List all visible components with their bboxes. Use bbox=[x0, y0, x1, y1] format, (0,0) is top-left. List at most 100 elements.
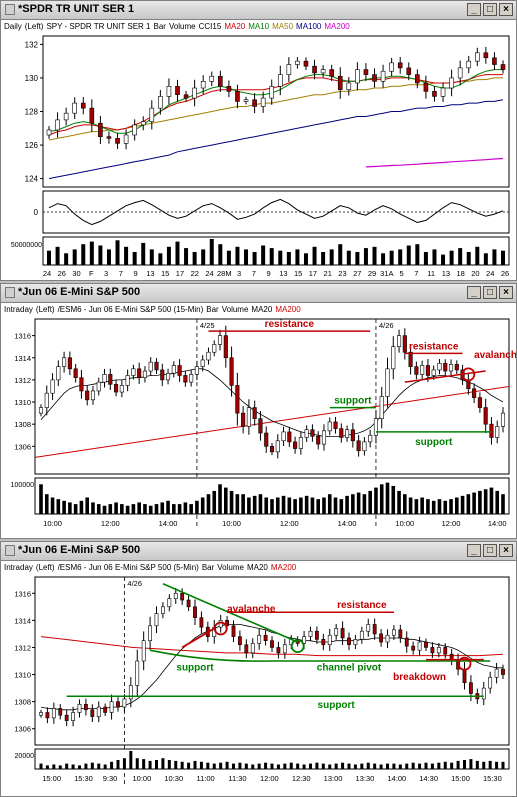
volume-bar bbox=[345, 495, 349, 514]
volume-bar bbox=[424, 762, 428, 769]
candle-body bbox=[50, 379, 55, 394]
volume-bar bbox=[244, 249, 249, 265]
minimize-icon[interactable]: _ bbox=[467, 3, 481, 16]
candle-body bbox=[423, 82, 429, 92]
candle-body bbox=[183, 375, 188, 383]
x-tick-label: 30 bbox=[72, 269, 80, 278]
legend-item: MA20 bbox=[224, 22, 246, 31]
candle-body bbox=[244, 644, 249, 654]
volume-bar bbox=[286, 252, 291, 265]
x-tick-label: 13 bbox=[146, 269, 154, 278]
volume-bar bbox=[420, 497, 424, 514]
volume-bar bbox=[200, 497, 205, 514]
candle-body bbox=[282, 644, 287, 654]
volume-bar bbox=[131, 504, 136, 514]
x-tick-label: 28M bbox=[217, 269, 232, 278]
maximize-icon[interactable]: □ bbox=[483, 544, 497, 557]
candle-body bbox=[125, 375, 130, 386]
volume-bar bbox=[339, 499, 344, 514]
volume-bar bbox=[89, 241, 94, 265]
volume-tick-label: 20000 bbox=[15, 753, 35, 760]
volume-bar bbox=[322, 497, 326, 514]
intraday-15min-chart-svg[interactable]: 1306 1308 1310 1312 1314 1316 4/25 4/26 resistan… bbox=[1, 316, 516, 539]
candle-body bbox=[436, 647, 441, 654]
candle-body bbox=[472, 388, 477, 398]
candle-body bbox=[276, 647, 281, 654]
x-tick-label: 13:00 bbox=[324, 774, 343, 783]
intraday-5min-chart-svg[interactable]: 1306 1308 1310 1312 1314 1316 4/26 avalanche res… bbox=[1, 574, 516, 797]
title-bar[interactable]: *Jun 06 E-Mini S&P 500 _ □ × bbox=[1, 284, 516, 303]
candle-body bbox=[142, 370, 147, 378]
minimize-icon[interactable]: _ bbox=[467, 286, 481, 299]
close-icon[interactable]: × bbox=[499, 3, 513, 16]
x-tick-label: 3 bbox=[237, 269, 241, 278]
minimize-icon[interactable]: _ bbox=[467, 544, 481, 557]
candle-body bbox=[500, 64, 506, 70]
legend-item: Volume bbox=[217, 563, 244, 572]
x-tick-label: 12:00 bbox=[260, 774, 279, 783]
volume-bar bbox=[289, 762, 293, 769]
candle-body bbox=[466, 60, 472, 69]
volume-bar bbox=[115, 240, 120, 265]
candle-body bbox=[347, 637, 351, 646]
candle-body bbox=[89, 107, 95, 124]
volume-tick-label: 50000000 bbox=[11, 242, 42, 249]
volume-bar bbox=[264, 762, 268, 769]
candle-body bbox=[258, 418, 263, 434]
support-curve bbox=[149, 649, 273, 662]
maximize-icon[interactable]: □ bbox=[483, 286, 497, 299]
volume-bar bbox=[166, 246, 171, 265]
volume-bar bbox=[495, 490, 500, 514]
close-icon[interactable]: × bbox=[499, 544, 513, 557]
volume-bar bbox=[122, 758, 126, 769]
candle-body bbox=[158, 96, 163, 109]
candle-body bbox=[80, 102, 86, 109]
legend-item: Bar bbox=[206, 305, 219, 314]
chart-window-icon[interactable] bbox=[5, 4, 15, 15]
candle-body bbox=[488, 676, 493, 689]
candle-body bbox=[84, 704, 88, 711]
x-tick-label: 9 bbox=[134, 269, 138, 278]
x-tick-label: 14:00 bbox=[488, 519, 507, 528]
candle-body bbox=[286, 64, 292, 75]
volume-bar bbox=[415, 244, 420, 265]
volume-bar bbox=[501, 761, 505, 769]
candle-body bbox=[380, 70, 386, 82]
volume-bar bbox=[310, 497, 315, 514]
volume-bar bbox=[65, 763, 69, 769]
volume-bar bbox=[347, 763, 351, 769]
close-icon[interactable]: × bbox=[499, 286, 513, 299]
volume-bar bbox=[379, 764, 383, 769]
candle-body bbox=[115, 138, 120, 144]
maximize-icon[interactable]: □ bbox=[483, 3, 497, 16]
title-bar[interactable]: *Jun 06 E-Mini S&P 500 _ □ × bbox=[1, 542, 516, 561]
x-tick-label: 22 bbox=[191, 269, 199, 278]
candle-body bbox=[96, 706, 101, 717]
candle-body bbox=[340, 628, 345, 639]
volume-bar bbox=[102, 505, 107, 514]
candle-body bbox=[200, 80, 206, 89]
volume-bar bbox=[177, 504, 182, 514]
title-bar[interactable]: *SPDR TR UNIT SER 1 _ □ × bbox=[1, 1, 516, 20]
legend-item: /ESM6 - Jun 06 E-Mini S&P 500 (5-Min) bbox=[57, 563, 199, 572]
x-tick-label: 15:00 bbox=[451, 774, 470, 783]
chart-window-icon[interactable] bbox=[5, 545, 15, 556]
volume-bar bbox=[373, 763, 377, 769]
candle-body bbox=[362, 441, 367, 452]
volume-bar bbox=[430, 763, 434, 769]
candle-body bbox=[192, 87, 197, 99]
volume-bar bbox=[303, 253, 308, 265]
breakdown-circle bbox=[457, 656, 472, 671]
chart-window-icon[interactable] bbox=[5, 287, 15, 298]
volume-bar bbox=[411, 762, 415, 769]
volume-bar bbox=[64, 253, 69, 265]
price-panel bbox=[42, 35, 510, 188]
candle-body bbox=[398, 629, 403, 639]
candle-body bbox=[161, 606, 165, 614]
candle-body bbox=[270, 640, 274, 648]
volume-bar bbox=[129, 751, 133, 769]
candle-body bbox=[194, 366, 199, 375]
volume-bar bbox=[386, 763, 389, 769]
candle-body bbox=[241, 412, 246, 427]
